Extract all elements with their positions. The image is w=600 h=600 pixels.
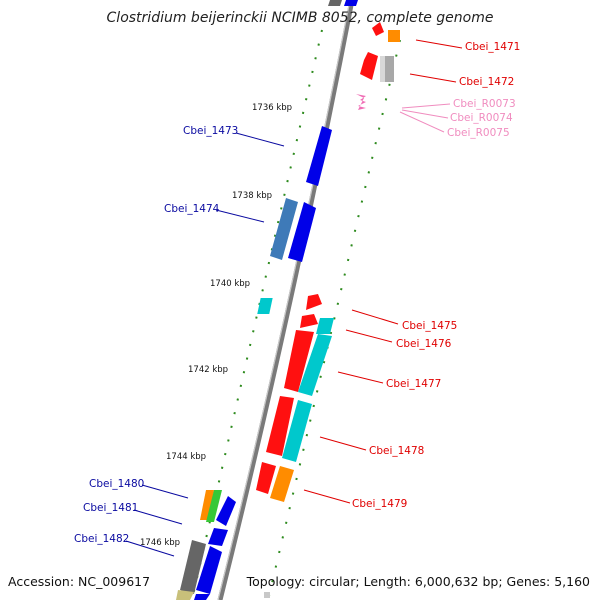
gene-bottom-blue: [194, 594, 210, 600]
gene-cbei-1475-red: [306, 294, 322, 310]
label-connector: [319, 436, 367, 451]
gene-cbei-1471: [372, 22, 384, 36]
label-connector: [409, 73, 457, 83]
genome-backbone-highlight: [217, 0, 351, 600]
rna-gene-arrows: [356, 94, 366, 110]
gene-cbei-1478-cyan: [282, 400, 312, 462]
gene-label-cbei-1473: Cbei_1473: [183, 125, 238, 137]
gene-label-cbei-r0073: Cbei_R0073: [453, 98, 516, 110]
gene-label-cbei-1476: Cbei_1476: [396, 338, 452, 350]
label-connector: [351, 309, 399, 325]
gene-bottom-right-dot: [264, 592, 270, 598]
gene-label-cbei-1471: Cbei_1471: [465, 41, 520, 53]
gene-label-cbei-1478: Cbei_1478: [369, 445, 424, 457]
label-connector: [337, 371, 384, 384]
gene-cbei-1474-a: [270, 198, 298, 260]
gene-cbei-1477-red: [284, 330, 314, 392]
kbp-tick-label: 1744 kbp: [166, 452, 206, 462]
gene-bottom-olive: [176, 590, 194, 600]
gene-label-cbei-1472: Cbei_1472: [459, 76, 514, 88]
gene-orange-1471: [388, 30, 400, 42]
kbp-tick-label: 1738 kbp: [232, 191, 272, 201]
label-connector: [125, 540, 175, 557]
kbp-tick-label: 1736 kbp: [252, 103, 292, 113]
label-connector: [399, 111, 445, 133]
label-connector: [415, 39, 463, 49]
gene-cbei-1472: [360, 52, 378, 80]
map-title: Clostridium beijerinckii NCIMB 8052, com…: [107, 10, 494, 26]
accession-text: Accession: NC_009617: [8, 574, 150, 589]
gene-label-cbei-1480: Cbei_1480: [89, 478, 144, 490]
gene-cbei-1477-cyan: [298, 334, 332, 396]
label-connector: [235, 132, 285, 147]
gene-label-cbei-1474: Cbei_1474: [164, 203, 220, 215]
label-connector: [401, 109, 449, 119]
gene-top-gray: [328, 0, 342, 6]
gene-cbei-1473: [306, 126, 332, 186]
gene-cbei-1480-orange: [200, 490, 214, 520]
gene-cbei-1479-red: [256, 462, 276, 494]
gene-cbei-1475-cyan: [257, 298, 273, 314]
topology-text: Topology: circular; Length: 6,000,632 bp…: [246, 574, 590, 589]
gene-cbei-1478-red: [266, 396, 294, 456]
gene-label-cbei-1475: Cbei_1475: [402, 320, 457, 332]
label-connector: [345, 329, 393, 343]
gene-cbei-1482-gray: [180, 540, 206, 594]
gene-cbei-1479-orange: [270, 466, 294, 502]
gene-label-cbei-r0074: Cbei_R0074: [450, 112, 513, 124]
label-connector: [401, 103, 451, 109]
gene-top-blue: [344, 0, 358, 6]
label-connector: [133, 509, 183, 525]
gene-label-cbei-1482: Cbei_1482: [74, 533, 129, 545]
gene-cbei-1480-green: [206, 490, 222, 522]
gene-cbei-1481: [208, 528, 228, 546]
label-connector: [303, 489, 351, 504]
gene-cbei-1476-red: [300, 314, 318, 328]
gene-gray-1472-shade: [380, 56, 385, 82]
kbp-tick-label: 1742 kbp: [188, 365, 228, 375]
gene-cbei-1474-b: [288, 202, 316, 262]
gene-label-cbei-1477: Cbei_1477: [386, 378, 441, 390]
label-connector: [215, 209, 265, 223]
kbp-tick-label: 1740 kbp: [210, 279, 250, 289]
gene-cbei-1476-cyan: [316, 318, 334, 334]
genome-backbone: [217, 0, 355, 600]
gene-label-cbei-r0075: Cbei_R0075: [447, 127, 510, 139]
kbp-tick-label: 1746 kbp: [140, 538, 180, 548]
gene-label-cbei-1481: Cbei_1481: [83, 502, 138, 514]
gene-label-cbei-1479: Cbei_1479: [352, 498, 407, 510]
label-connector: [141, 484, 189, 499]
gene-cbei-1480-blue: [216, 496, 236, 526]
gene-cbei-1482-blue: [196, 546, 222, 594]
